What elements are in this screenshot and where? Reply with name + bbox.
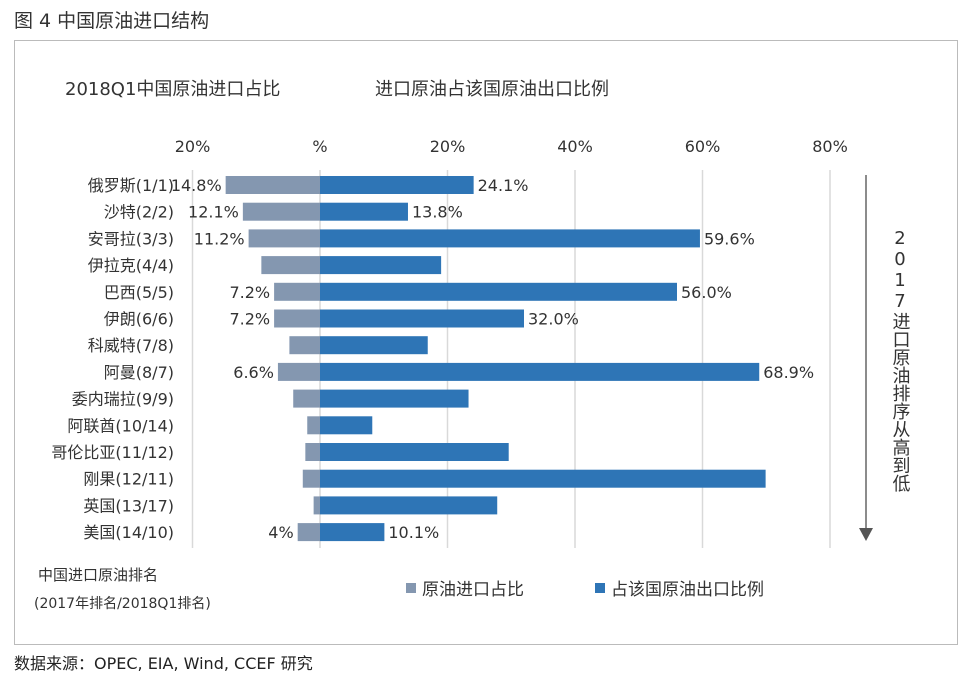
bar-export-share: [320, 176, 474, 194]
data-label-import-share: 7.2%: [229, 283, 270, 302]
bar-export-share: [320, 229, 700, 248]
category-label: 英国(13/17): [83, 496, 174, 515]
data-label-export-share: 32.0%: [528, 310, 579, 329]
data-label-import-share: 12.1%: [188, 203, 239, 222]
category-label: 伊朗(6/6): [104, 310, 174, 329]
bar-import-share: [274, 282, 320, 301]
bar-export-share: [320, 469, 766, 488]
data-label-import-share: 14.8%: [171, 176, 222, 195]
arrow-down-icon: [859, 528, 873, 541]
x-tick-label: 40%: [557, 137, 593, 156]
chart-frame: [14, 40, 958, 645]
bar-import-share: [274, 309, 320, 328]
bar-import-share: [313, 496, 320, 515]
bar-export-share: [320, 416, 373, 435]
data-label-import-share: 11.2%: [194, 229, 245, 248]
legend-swatch-export-share: [595, 583, 605, 593]
x-tick-label: 20%: [430, 137, 466, 156]
legend-label-import-share: 原油进口占比: [422, 580, 524, 600]
category-label: 俄罗斯(1/1): [88, 176, 174, 195]
category-label: 哥伦比亚(11/12): [51, 443, 174, 462]
bar-import-share: [293, 389, 320, 408]
bar-export-share: [320, 362, 760, 381]
data-label-export-share: 59.6%: [704, 229, 755, 248]
category-label: 阿联酋(10/14): [67, 416, 174, 435]
data-label-export-share: 68.9%: [763, 363, 814, 382]
left-title: 2018Q1中国原油进口占比: [65, 79, 280, 100]
data-label-export-share: 10.1%: [388, 523, 439, 542]
bar-import-share: [289, 336, 320, 355]
bar-export-share: [320, 443, 509, 461]
legend-label-export-share: 占该国原油出口比例: [611, 580, 764, 600]
category-label: 巴西(5/5): [104, 283, 174, 302]
category-label: 科威特(7/8): [88, 336, 174, 355]
data-label-export-share: 24.1%: [478, 176, 529, 195]
bar-export-share: [320, 256, 442, 275]
bar-import-share: [242, 202, 320, 221]
bar-export-share: [320, 282, 677, 301]
category-label: 美国(14/10): [83, 523, 174, 542]
side-annotation: 2017进口原油排序从高到低: [890, 228, 911, 492]
category-label: 安哥拉(3/3): [88, 229, 174, 248]
bar-import-share: [297, 523, 320, 542]
axis-note-2: (2017年排名/2018Q1排名): [34, 596, 211, 612]
x-tick-label: 60%: [685, 137, 721, 156]
figure-title: 图 4 中国原油进口结构: [14, 10, 210, 32]
data-label-export-share: 13.8%: [412, 203, 463, 222]
bar-import-share: [277, 362, 320, 381]
category-label: 沙特(2/2): [104, 203, 174, 222]
bar-import-share: [307, 416, 320, 435]
bar-export-share: [320, 336, 428, 355]
bar-export-share: [320, 523, 385, 542]
bar-export-share: [320, 389, 469, 408]
x-tick-label: 20%: [175, 137, 211, 156]
legend-swatch-import-share: [406, 583, 416, 593]
bar-import-share: [302, 469, 320, 488]
data-label-export-share: 56.0%: [681, 283, 732, 302]
bar-import-share: [225, 176, 320, 194]
category-label: 伊拉克(4/4): [88, 256, 174, 275]
x-tick-label: 80%: [812, 137, 848, 156]
data-label-import-share: 4%: [268, 523, 293, 542]
bar-export-share: [320, 496, 498, 515]
bar-import-share: [305, 443, 320, 461]
data-label-import-share: 6.6%: [233, 363, 274, 382]
category-label: 委内瑞拉(9/9): [72, 390, 174, 409]
source-note: 数据来源：OPEC, EIA, Wind, CCEF 研究: [14, 654, 313, 673]
x-tick-label: %: [312, 137, 327, 156]
category-label: 阿曼(8/7): [104, 363, 174, 382]
category-label: 刚果(12/11): [83, 470, 174, 489]
right-title: 进口原油占该国原油出口比例: [375, 79, 609, 100]
bar-export-share: [320, 202, 408, 221]
bar-import-share: [248, 229, 320, 248]
data-label-import-share: 7.2%: [229, 310, 270, 329]
axis-note-1: 中国进口原油排名: [38, 566, 158, 584]
bar-import-share: [261, 256, 320, 275]
bar-export-share: [320, 309, 524, 328]
